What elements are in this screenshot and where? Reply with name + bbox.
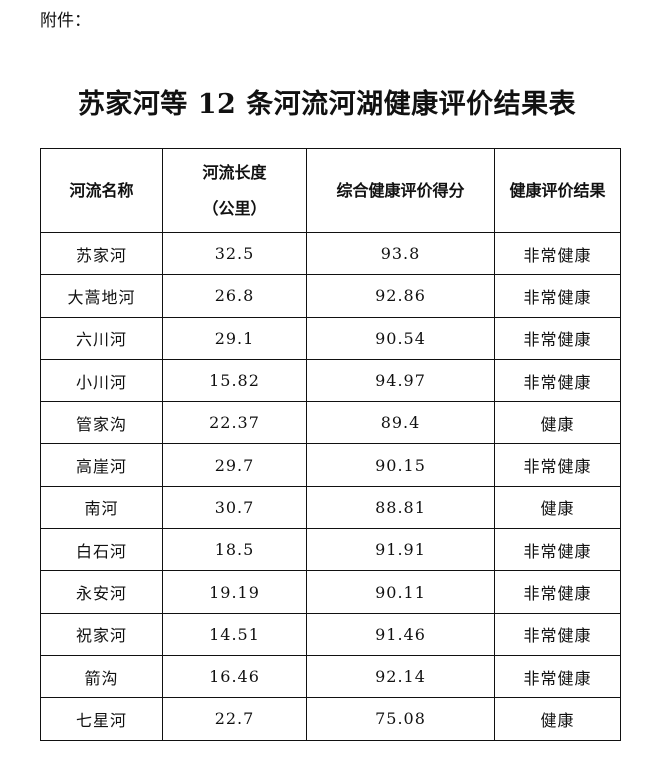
river-name-cell: 大蒿地河 bbox=[40, 274, 163, 318]
header-river-length: 河流长度 （公里） bbox=[162, 148, 307, 233]
table-row: 小川河 15.82 94.97 非常健康 bbox=[40, 358, 621, 403]
score-cell: 91.46 bbox=[306, 612, 495, 656]
result-cell: 非常健康 bbox=[494, 358, 621, 403]
score-cell: 92.14 bbox=[306, 654, 495, 699]
result-cell: 健康 bbox=[494, 697, 621, 741]
score-cell: 90.54 bbox=[306, 316, 495, 360]
result-cell: 非常健康 bbox=[494, 528, 621, 572]
attachment-label: 附件： bbox=[40, 11, 91, 31]
result-cell: 非常健康 bbox=[494, 274, 621, 318]
table-row: 苏家河 32.5 93.8 非常健康 bbox=[40, 231, 621, 276]
length-cell: 16.46 bbox=[162, 654, 307, 699]
table-row: 白石河 18.5 91.91 非常健康 bbox=[40, 528, 621, 572]
table-row: 大蒿地河 26.8 92.86 非常健康 bbox=[40, 274, 621, 318]
river-name-cell: 箭沟 bbox=[40, 654, 163, 699]
result-cell: 健康 bbox=[494, 401, 621, 445]
header-river-name: 河流名称 bbox=[40, 148, 163, 233]
length-cell: 22.37 bbox=[162, 401, 307, 445]
table-row: 七星河 22.7 75.08 健康 bbox=[40, 697, 621, 741]
score-cell: 91.91 bbox=[306, 528, 495, 572]
table-row: 南河 30.7 88.81 健康 bbox=[40, 485, 621, 530]
length-cell: 26.8 bbox=[162, 274, 307, 318]
table-row: 六川河 29.1 90.54 非常健康 bbox=[40, 316, 621, 360]
score-cell: 75.08 bbox=[306, 697, 495, 741]
length-cell: 18.5 bbox=[162, 528, 307, 572]
score-cell: 89.4 bbox=[306, 401, 495, 445]
river-name-cell: 苏家河 bbox=[40, 231, 163, 276]
result-cell: 非常健康 bbox=[494, 654, 621, 699]
length-cell: 22.7 bbox=[162, 697, 307, 741]
length-cell: 30.7 bbox=[162, 485, 307, 530]
river-name-cell: 永安河 bbox=[40, 570, 163, 614]
river-name-cell: 白石河 bbox=[40, 528, 163, 572]
score-cell: 90.11 bbox=[306, 570, 495, 614]
result-cell: 非常健康 bbox=[494, 316, 621, 360]
table-header-row: 河流名称 河流长度 （公里） 综合健康评价得分 健康评价结果 bbox=[40, 148, 621, 233]
table-row: 管家沟 22.37 89.4 健康 bbox=[40, 401, 621, 445]
river-name-cell: 小川河 bbox=[40, 358, 163, 403]
length-cell: 19.19 bbox=[162, 570, 307, 614]
score-cell: 88.81 bbox=[306, 485, 495, 530]
river-name-cell: 高崖河 bbox=[40, 443, 163, 487]
result-cell: 非常健康 bbox=[494, 570, 621, 614]
length-cell: 29.7 bbox=[162, 443, 307, 487]
length-cell: 29.1 bbox=[162, 316, 307, 360]
result-cell: 非常健康 bbox=[494, 612, 621, 656]
river-name-cell: 南河 bbox=[40, 485, 163, 530]
river-name-cell: 六川河 bbox=[40, 316, 163, 360]
river-name-cell: 管家沟 bbox=[40, 401, 163, 445]
table-row: 箭沟 16.46 92.14 非常健康 bbox=[40, 654, 621, 699]
table-row: 永安河 19.19 90.11 非常健康 bbox=[40, 570, 621, 614]
score-cell: 93.8 bbox=[306, 231, 495, 276]
result-cell: 非常健康 bbox=[494, 231, 621, 276]
length-cell: 14.51 bbox=[162, 612, 307, 656]
header-score: 综合健康评价得分 bbox=[306, 148, 495, 233]
score-cell: 94.97 bbox=[306, 358, 495, 403]
header-result: 健康评价结果 bbox=[494, 148, 621, 233]
result-cell: 非常健康 bbox=[494, 443, 621, 487]
length-cell: 32.5 bbox=[162, 231, 307, 276]
result-cell: 健康 bbox=[494, 485, 621, 530]
header-length-label: 河流长度 bbox=[202, 162, 267, 182]
document-title: 苏家河等 12 条河流河湖健康评价结果表 bbox=[77, 89, 577, 120]
river-name-cell: 祝家河 bbox=[40, 612, 163, 656]
results-table: 河流名称 河流长度 （公里） 综合健康评价得分 健康评价结果 苏家河 32.5 93.… bbox=[40, 148, 621, 741]
header-length-unit: （公里） bbox=[202, 198, 267, 218]
length-cell: 15.82 bbox=[162, 358, 307, 403]
river-name-cell: 七星河 bbox=[40, 697, 163, 741]
table-row: 高崖河 29.7 90.15 非常健康 bbox=[40, 443, 621, 487]
score-cell: 92.86 bbox=[306, 274, 495, 318]
score-cell: 90.15 bbox=[306, 443, 495, 487]
table-row: 祝家河 14.51 91.46 非常健康 bbox=[40, 612, 621, 656]
